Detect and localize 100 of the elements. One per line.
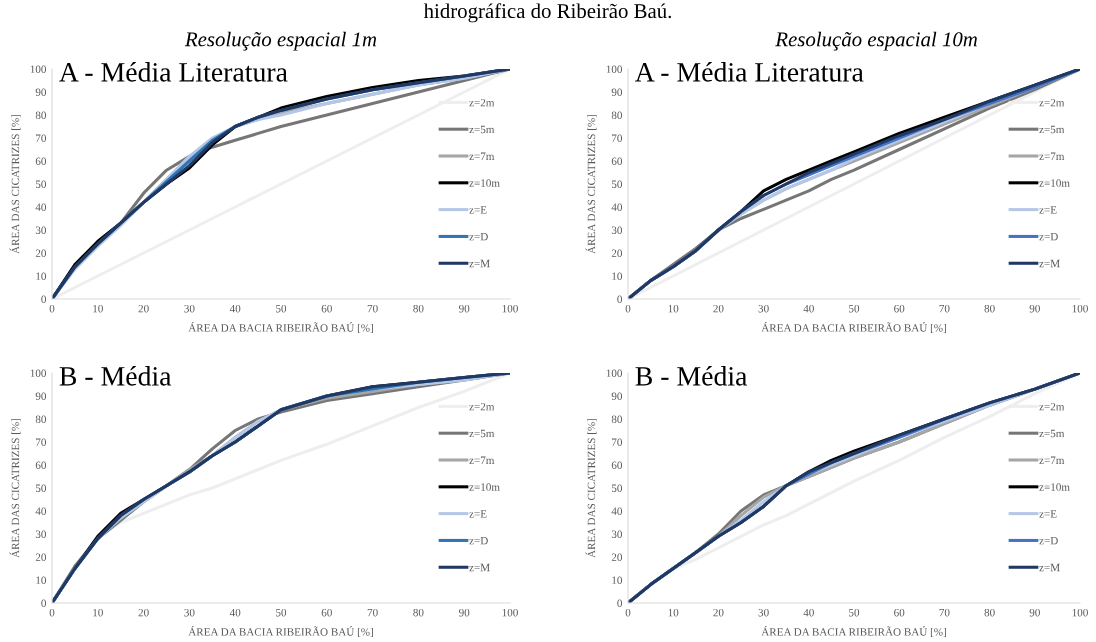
legend-label: z=5m xyxy=(1039,429,1065,438)
y-tick-label: 10 xyxy=(612,576,623,584)
legend-label: z=10m xyxy=(1039,483,1070,491)
y-tick-label: 100 xyxy=(606,65,623,73)
x-tick-label: 60 xyxy=(894,304,905,313)
legend-label: z=2m xyxy=(469,98,495,107)
y-tick-label: 10 xyxy=(612,272,623,280)
legend-label: z=7m xyxy=(469,456,495,464)
legend-label: z=D xyxy=(1039,233,1058,241)
legend-label: z=7m xyxy=(469,152,495,160)
y-tick-label: 90 xyxy=(611,88,623,96)
y-tick-label: 0 xyxy=(41,599,47,607)
x-axis-title: ÁREA DA BACIA RIBEIRÃO BAÚ [%] xyxy=(188,626,373,638)
x-tick-label: 20 xyxy=(713,304,724,313)
y-tick-label: 30 xyxy=(611,530,623,538)
x-axis-title: ÁREA DA BACIA RIBEIRÃO BAÚ [%] xyxy=(761,322,946,334)
legend-label: z=5m xyxy=(469,429,495,438)
x-tick-label: 90 xyxy=(1029,608,1040,617)
text: hidrográfica do Ribeirão Baú. xyxy=(423,3,671,23)
y-tick-label: 50 xyxy=(35,180,47,188)
y-axis-title: ÁREA DAS CICATRIZES [%] xyxy=(585,114,597,254)
y-tick-label: 70 xyxy=(36,134,47,142)
chart-title: A - Média Literatura xyxy=(635,62,864,82)
y-tick-label: 30 xyxy=(35,530,47,538)
legend-label: z=10m xyxy=(469,483,500,491)
y-tick-label: 20 xyxy=(35,249,47,257)
x-tick-label: 90 xyxy=(459,304,470,313)
legend-label: z=10m xyxy=(1039,179,1070,187)
x-tick-label: 30 xyxy=(184,608,195,617)
legend-label: z=10m xyxy=(469,179,500,187)
x-tick-label: 70 xyxy=(939,304,950,313)
y-tick-label: 70 xyxy=(612,438,623,446)
x-tick-label: 90 xyxy=(1029,304,1040,313)
legend-label: z=D xyxy=(1039,537,1058,545)
chart-subtitle: Resolução espacial 1m xyxy=(184,31,377,51)
y-tick-label: 80 xyxy=(35,415,47,423)
y-tick-label: 100 xyxy=(606,369,623,377)
legend-label: z=M xyxy=(1039,259,1060,268)
x-tick-label: 20 xyxy=(713,608,724,617)
y-axis-title: ÁREA DAS CICATRIZES [%] xyxy=(9,418,21,558)
x-tick-label: 80 xyxy=(413,608,424,617)
x-tick-label: 100 xyxy=(502,304,518,313)
x-tick-label: 50 xyxy=(849,304,860,313)
y-axis-title: ÁREA DAS CICATRIZES [%] xyxy=(585,418,597,558)
y-tick-label: 40 xyxy=(611,203,623,211)
legend-label: z=5m xyxy=(469,125,495,134)
y-tick-label: 100 xyxy=(30,65,47,73)
y-tick-label: 40 xyxy=(35,507,47,515)
x-tick-label: 60 xyxy=(894,608,905,617)
x-tick-label: 0 xyxy=(49,304,55,313)
legend-label: z=M xyxy=(469,259,490,268)
x-tick-label: 100 xyxy=(1072,608,1088,617)
x-tick-label: 40 xyxy=(229,608,241,617)
x-axis-title: ÁREA DA BACIA RIBEIRÃO BAÚ [%] xyxy=(761,626,946,638)
y-tick-label: 30 xyxy=(35,226,47,234)
legend-label: z=E xyxy=(469,206,487,214)
x-tick-label: 80 xyxy=(984,304,995,313)
y-tick-label: 20 xyxy=(611,249,623,257)
x-tick-label: 40 xyxy=(803,304,814,313)
y-tick-label: 20 xyxy=(611,553,623,561)
y-tick-label: 0 xyxy=(617,599,623,607)
x-tick-label: 50 xyxy=(276,608,287,617)
y-tick-label: 40 xyxy=(611,507,623,515)
x-tick-label: 30 xyxy=(184,304,195,313)
x-tick-label: 0 xyxy=(625,304,631,313)
y-tick-label: 60 xyxy=(611,461,623,469)
legend-label: z=5m xyxy=(1039,125,1065,134)
y-tick-label: 80 xyxy=(611,111,623,119)
legend-label: z=2m xyxy=(1039,402,1065,411)
legend-label: z=M xyxy=(469,563,490,572)
x-tick-label: 30 xyxy=(758,608,769,617)
x-tick-label: 10 xyxy=(93,608,103,617)
x-tick-label: 100 xyxy=(502,608,518,617)
x-tick-label: 20 xyxy=(138,608,149,617)
y-tick-label: 20 xyxy=(35,553,47,561)
x-tick-label: 70 xyxy=(939,608,950,617)
chart-title: A - Média Literatura xyxy=(59,62,288,82)
y-tick-label: 40 xyxy=(35,203,47,211)
y-tick-label: 90 xyxy=(35,392,47,400)
legend-label: z=M xyxy=(1039,563,1060,572)
y-axis-title: ÁREA DAS CICATRIZES [%] xyxy=(9,114,21,254)
chart-title: B - Média xyxy=(635,366,748,386)
chart-subtitle: Resolução espacial 10m xyxy=(775,31,977,51)
legend-label: z=E xyxy=(1039,206,1057,214)
y-tick-label: 50 xyxy=(611,484,623,492)
x-tick-label: 30 xyxy=(758,304,769,313)
y-tick-label: 70 xyxy=(36,438,47,446)
y-tick-label: 100 xyxy=(30,369,47,377)
x-tick-label: 80 xyxy=(413,304,424,313)
y-tick-label: 30 xyxy=(611,226,623,234)
y-tick-label: 80 xyxy=(35,111,47,119)
y-tick-label: 10 xyxy=(36,272,47,280)
legend-label: z=7m xyxy=(1039,456,1065,464)
y-tick-label: 0 xyxy=(41,295,47,303)
legend-label: z=2m xyxy=(469,402,495,411)
y-tick-label: 60 xyxy=(35,461,47,469)
y-tick-label: 70 xyxy=(612,134,623,142)
x-tick-label: 40 xyxy=(803,608,814,617)
legend-label: z=7m xyxy=(1039,152,1065,160)
x-tick-label: 100 xyxy=(1072,304,1088,313)
